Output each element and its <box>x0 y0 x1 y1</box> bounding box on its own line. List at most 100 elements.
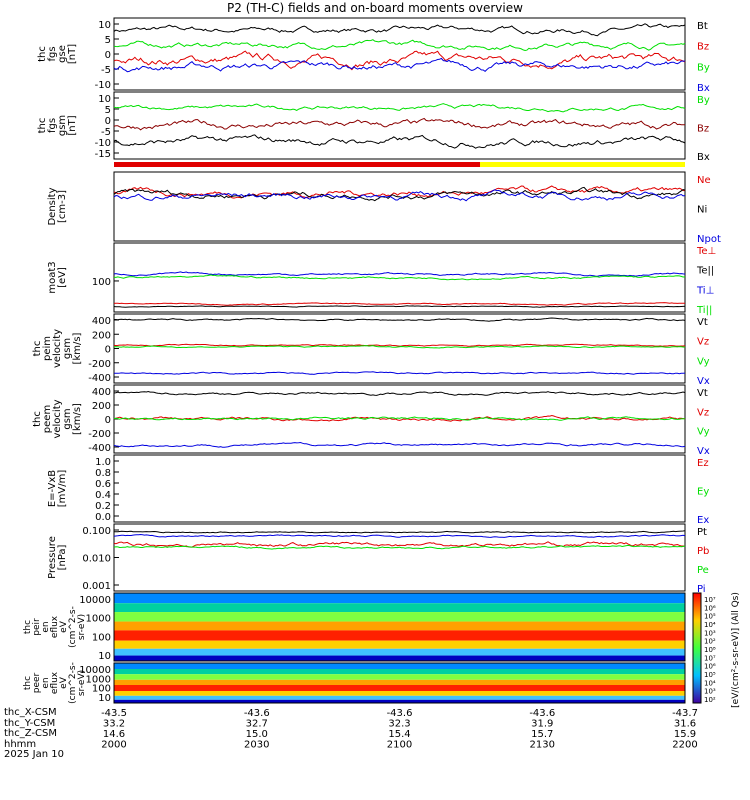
legend-Ni: Ni <box>697 205 707 216</box>
y-axis-label-line: thc <box>37 46 48 62</box>
y-tick-label: -200 <box>88 429 111 440</box>
footer-ephemeris: thc_X-CSM thc_Y-CSM thc_Z-CSM hhmm 2025 Jan … <box>4 707 64 761</box>
y-axis-label-line: gsm <box>57 115 68 136</box>
y-tick-label: 10000 <box>79 665 111 676</box>
x-tick-label: -43.5 <box>101 708 127 719</box>
y-axis-label-line: moat3 <box>47 261 58 293</box>
x-tick-label: 2130 <box>530 740 555 751</box>
y-tick-label: 0.001 <box>82 581 111 592</box>
x-tick-label: 14.6 <box>103 729 125 740</box>
y-tick-label: 0.4 <box>95 490 111 501</box>
legend-Ne: Ne <box>697 175 711 186</box>
panel-frame-pressure <box>113 523 686 592</box>
legend-Vy: Vy <box>697 427 710 438</box>
y-tick-label: 400 <box>92 387 111 398</box>
y-axis-label-line: sr-eV) <box>77 670 87 696</box>
x-tick-label: 15.7 <box>531 729 553 740</box>
series-line-Bx <box>113 57 685 73</box>
series-line-Bt <box>113 23 686 37</box>
y-axis-label-line: velocity <box>52 329 63 368</box>
colorbar-tick-label: 10² <box>704 696 716 704</box>
series-line-Te|| <box>113 305 686 308</box>
y-tick-label: 200 <box>92 401 111 412</box>
legend-Vt: Vt <box>697 317 708 328</box>
y-tick-label: 0.6 <box>95 479 111 490</box>
legend-Pe: Pe <box>697 565 709 576</box>
footer-row-label: hhmm <box>4 738 37 750</box>
y-axis-label: thcfgsgsm[nT] <box>37 115 78 136</box>
spectrogram-band <box>114 691 685 696</box>
y-axis-label-line: [km/s] <box>72 332 83 364</box>
spectrogram-band <box>114 621 685 631</box>
y-axis-label: E=-VxB[mV/m] <box>47 470 68 508</box>
footer-row-label: thc_Y-CSM <box>4 717 56 729</box>
y-tick-label: -400 <box>88 373 111 384</box>
spectrogram-frame-peer <box>113 662 686 704</box>
y-tick-label: 1000 <box>86 674 111 685</box>
legend-Ti⊥: Ti⊥ <box>696 285 714 296</box>
colorbar-tick-label: 10³ <box>704 629 716 637</box>
series-line-Pi <box>113 533 686 538</box>
series-line-Bz <box>113 50 686 71</box>
y-axis-label-line: en <box>41 621 51 632</box>
y-tick-label: 0.8 <box>95 468 111 479</box>
spectrogram-band <box>114 648 685 656</box>
legend-Pb: Pb <box>697 546 709 557</box>
legend-Ex: Ex <box>697 515 709 526</box>
y-axis-label-line: [nT] <box>67 115 78 135</box>
spectrogram-band <box>114 663 685 669</box>
series-line-Ti⊥ <box>113 271 686 277</box>
y-tick-label: 0 <box>105 50 111 61</box>
y-axis-label: thcpeimvelocitygsm[km/s] <box>32 329 83 368</box>
y-axis-label-line: (cm^2-s- <box>68 606 78 648</box>
colorbar-tick-label: 10⁵ <box>704 671 716 679</box>
y-axis-label-line: thc <box>23 676 33 690</box>
y-tick-label: -5 <box>101 127 111 138</box>
spectrogram-band <box>114 699 685 703</box>
footer-row-label: thc_Z-CSM <box>4 728 57 739</box>
legend-Ez: Ez <box>697 458 709 469</box>
legend-By: By <box>697 95 710 106</box>
spectrogram-band <box>114 674 685 680</box>
colorbar-tick-label: 10⁶ <box>704 604 716 612</box>
y-tick-label: 5 <box>105 35 111 46</box>
y-axis-label-line: E=-VxB <box>47 470 58 507</box>
series-line-Npot <box>113 189 686 202</box>
y-axis-label-line: gse <box>57 45 68 63</box>
x-tick-label: 32.3 <box>388 719 410 730</box>
x-tick-label: 2000 <box>101 740 126 751</box>
x-tick-label: 2100 <box>387 740 412 751</box>
legend-Bz: Bz <box>697 124 709 135</box>
spectrogram-band <box>114 612 685 622</box>
y-tick-label: 5 <box>105 105 111 116</box>
y-axis-label-line: [eV] <box>57 267 68 288</box>
y-axis-label-line: fgs <box>47 46 58 61</box>
series-line-Ne <box>113 185 686 199</box>
y-axis-label-line: thc <box>23 620 33 634</box>
y-axis-label-line: velocity <box>52 399 63 438</box>
x-tick-label: -43.6 <box>387 708 413 719</box>
y-tick-label: 0 <box>105 345 111 356</box>
spectrogram-band <box>114 685 685 691</box>
legend-By: By <box>697 62 710 73</box>
y-tick-label: -400 <box>88 443 111 454</box>
series-line-By <box>113 39 686 52</box>
y-axis-label-line: eV <box>59 620 69 633</box>
y-axis-label-line: (cm^2-s- <box>68 662 78 704</box>
y-axis-label-line: gsm <box>62 338 73 359</box>
mode-bar-red <box>114 162 480 167</box>
spectrogram-band <box>114 640 685 649</box>
panel-frame-fgs_gsm <box>113 91 686 160</box>
y-tick-label: 10 <box>98 94 111 105</box>
y-tick-label: 10 <box>98 693 111 704</box>
spectrogram-frame-peir <box>113 592 686 662</box>
colorbar-tick-label: 10⁴ <box>704 679 716 687</box>
y-axis-label-line: eV <box>59 676 69 689</box>
y-axis-label-line: [mV/m] <box>57 470 68 508</box>
y-tick-label: 0.2 <box>95 501 111 512</box>
panel-frame-efield <box>113 454 686 523</box>
y-axis-label-line: en <box>41 677 51 688</box>
legend-Npot: Npot <box>697 234 721 245</box>
y-axis-label-line: thc <box>32 411 43 427</box>
